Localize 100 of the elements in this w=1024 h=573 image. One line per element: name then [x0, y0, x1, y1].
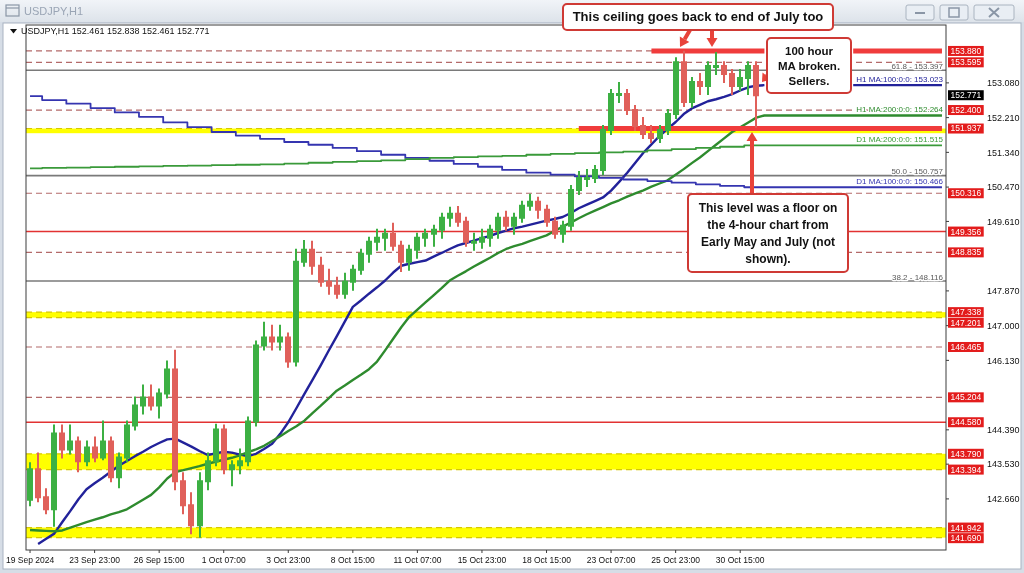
candlestick — [713, 51, 719, 76]
candlestick — [657, 125, 663, 143]
candlestick — [148, 384, 154, 411]
candlestick — [205, 452, 211, 491]
candlestick — [737, 69, 743, 92]
y-tick-label: 152.210 — [987, 112, 1020, 123]
candlestick — [463, 216, 469, 247]
candlestick — [309, 240, 315, 275]
candlestick — [681, 50, 687, 108]
y-tick-label: 153.080 — [987, 78, 1020, 89]
candlestick — [568, 184, 574, 231]
x-tick-label: 1 Oct 07:00 — [201, 555, 246, 565]
candlestick — [608, 89, 614, 135]
candlestick — [374, 228, 380, 251]
candlestick — [27, 462, 33, 507]
candlestick — [221, 424, 227, 475]
y-tick-label: 143.530 — [987, 459, 1020, 470]
candlestick — [665, 109, 671, 135]
chart-subtitle: USDJPY,H1 152.461 152.838 152.461 152.771 — [21, 26, 210, 36]
y-tick-label: 150.470 — [987, 182, 1020, 193]
candlestick — [422, 228, 428, 247]
x-tick-label: 8 Oct 15:00 — [330, 555, 376, 565]
candlestick — [745, 61, 751, 96]
candlestick — [487, 224, 493, 247]
candlestick — [285, 332, 291, 368]
candlestick — [164, 360, 170, 399]
candlestick — [326, 268, 332, 295]
candlestick — [431, 224, 437, 247]
y-tick-label: 142.660 — [987, 494, 1020, 505]
series-label: D1 MA:200:0:0: 151.515 — [856, 135, 944, 145]
candlestick — [132, 396, 138, 431]
candlestick — [552, 216, 558, 239]
candlestick — [406, 244, 412, 271]
candlestick — [398, 240, 404, 272]
x-tick-label: 15 Oct 23:00 — [457, 555, 507, 565]
candlestick — [108, 436, 114, 483]
y-tick-label: 147.870 — [987, 286, 1020, 297]
candlestick — [188, 492, 194, 535]
y-tick-label: 149.610 — [987, 216, 1020, 227]
candlestick — [447, 206, 453, 227]
chart-title: USDJPY,H1 — [24, 5, 84, 17]
candlestick — [140, 384, 146, 415]
candlestick — [689, 77, 695, 108]
candlestick — [584, 168, 590, 187]
candlestick — [92, 436, 98, 463]
candlestick — [269, 324, 275, 351]
candlestick — [172, 349, 178, 491]
candlestick — [439, 212, 445, 239]
candlestick — [600, 125, 606, 175]
annotation: 50.0 - 150.757 — [891, 167, 944, 177]
candlestick — [535, 196, 541, 219]
annotation: This level was a floor on the 4-hour chart from Early May and July (not shown). — [698, 201, 838, 267]
candlestick — [705, 61, 711, 96]
series-label: H1 MA:100:0:0: 153.023 — [856, 75, 944, 85]
candlestick — [156, 388, 162, 419]
candlestick — [301, 239, 307, 267]
candlestick — [334, 276, 340, 299]
y-tick-label: 151.340 — [987, 147, 1020, 158]
candlestick — [245, 416, 251, 467]
candlestick — [729, 69, 735, 96]
candlestick — [616, 81, 622, 104]
candlestick — [180, 472, 186, 515]
candlestick — [753, 61, 759, 128]
candlestick — [511, 212, 517, 235]
candlestick — [455, 206, 461, 227]
candlestick — [390, 222, 396, 251]
candlestick — [576, 170, 582, 195]
candlestick — [342, 272, 348, 299]
x-tick-label: 23 Oct 07:00 — [586, 555, 636, 565]
candlestick — [59, 424, 65, 459]
y-tick-label: 147.000 — [987, 320, 1020, 331]
candlestick — [350, 264, 356, 291]
candlestick — [544, 204, 550, 227]
candlestick — [673, 57, 679, 120]
candlestick — [358, 248, 364, 275]
candlestick — [318, 256, 324, 287]
candlestick — [414, 232, 420, 259]
x-tick-label: 26 Sep 15:00 — [133, 555, 185, 565]
candlestick — [197, 472, 203, 538]
candlestick — [721, 61, 727, 84]
candlestick — [43, 488, 49, 515]
y-tick-label: 144.390 — [987, 424, 1020, 435]
x-tick-label: 3 Oct 23:00 — [266, 555, 311, 565]
candlestick — [277, 324, 283, 351]
candlestick — [75, 436, 81, 473]
candlestick — [560, 220, 566, 243]
y-tick-label: 146.130 — [987, 355, 1020, 366]
x-tick-label: 30 Oct 15:00 — [715, 555, 765, 565]
candlestick — [51, 424, 57, 527]
candlestick — [100, 420, 106, 461]
annotation: 100 hour MA broken. Sellers. — [777, 44, 841, 87]
series-label: D1 MA:100:0:0: 150.466 — [856, 177, 944, 187]
candlestick — [624, 89, 630, 116]
x-tick-label: 23 Sep 23:00 — [69, 555, 121, 565]
candlestick — [592, 164, 598, 183]
candlestick — [495, 212, 501, 239]
candlestick — [229, 460, 235, 487]
candlestick — [519, 200, 525, 223]
x-tick-label: 25 Oct 23:00 — [651, 555, 701, 565]
candlestick — [261, 321, 267, 351]
